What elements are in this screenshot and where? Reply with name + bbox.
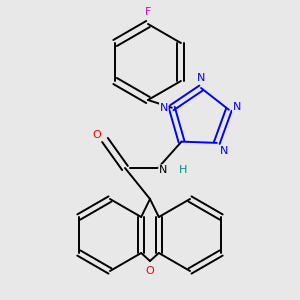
- Text: O: O: [146, 266, 154, 276]
- Text: O: O: [93, 130, 101, 140]
- Text: N: N: [220, 146, 228, 156]
- Text: N: N: [159, 165, 167, 175]
- Text: N: N: [160, 103, 168, 113]
- Text: N: N: [233, 102, 241, 112]
- Text: H: H: [179, 165, 187, 175]
- Text: F: F: [145, 7, 151, 17]
- Text: N: N: [197, 73, 205, 83]
